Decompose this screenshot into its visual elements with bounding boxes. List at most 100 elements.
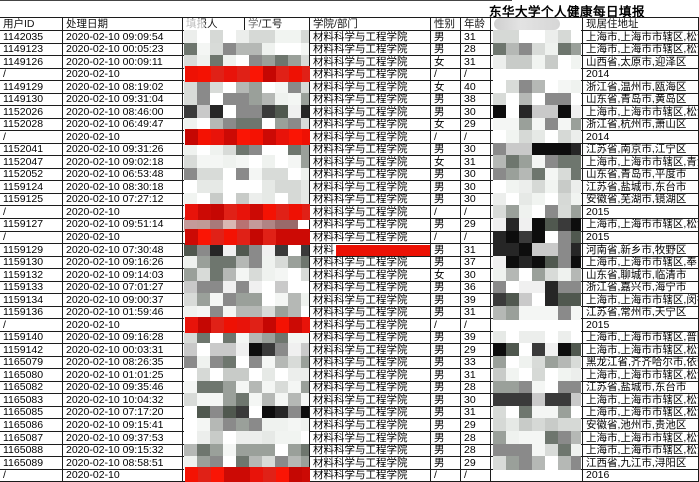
cell-college[interactable]: 材料科学与工程学院: [310, 31, 431, 43]
cell-address[interactable]: 上海市,上海市市辖区,松江: [583, 406, 699, 419]
cell-redacted-column[interactable]: [491, 306, 583, 319]
cell-age[interactable]: 28: [461, 432, 491, 444]
cell-age[interactable]: /: [461, 231, 491, 244]
cell-date[interactable]: 2020-02-10: [63, 231, 183, 244]
cell-staffno-redacted[interactable]: [245, 218, 310, 231]
cell-redacted-column[interactable]: [491, 406, 583, 419]
cell-redacted-column[interactable]: [491, 68, 583, 81]
cell-date[interactable]: 2020-02-10 01:59:46: [63, 306, 183, 319]
cell-date[interactable]: 2020-02-10 09:35:46: [63, 381, 183, 394]
cell-college[interactable]: 材料科学与工程学院: [310, 356, 431, 369]
cell-user-id[interactable]: 1165080: [0, 369, 63, 381]
cell-user-id[interactable]: 1159133: [0, 281, 63, 294]
cell-redacted-column[interactable]: [491, 469, 583, 482]
cell-address[interactable]: 河南省,新乡市,牧野区: [583, 244, 699, 256]
cell-date[interactable]: 2020-02-10 09:31:26: [63, 143, 183, 156]
cell-staffno-redacted[interactable]: [245, 256, 310, 269]
cell-age[interactable]: 37: [461, 256, 491, 269]
cell-address[interactable]: 上海市,上海市市辖区,奉贤: [583, 256, 699, 269]
cell-age[interactable]: 31: [461, 244, 491, 256]
cell-address[interactable]: 浙江省,嘉兴市,海宁市: [583, 281, 699, 294]
cell-address[interactable]: 上海市,上海市市辖区,闵行: [583, 294, 699, 306]
cell-gender[interactable]: 男: [431, 181, 461, 193]
cell-redacted-column[interactable]: [491, 444, 583, 457]
cell-age[interactable]: 31: [461, 56, 491, 68]
cell-date[interactable]: 2020-02-10: [63, 131, 183, 143]
cell-gender[interactable]: /: [431, 68, 461, 81]
cell-staffno-redacted[interactable]: [245, 444, 310, 457]
cell-college[interactable]: 材料科学与工程学院: [310, 344, 431, 356]
cell-redacted-column[interactable]: [491, 181, 583, 193]
cell-college[interactable]: 材料科学与工程学院: [310, 269, 431, 281]
cell-staffno-redacted[interactable]: [245, 381, 310, 394]
cell-redacted-column[interactable]: [491, 356, 583, 369]
cell-staffno-redacted[interactable]: [245, 344, 310, 356]
header-college[interactable]: 学院/部门: [310, 18, 431, 30]
cell-age[interactable]: 30: [461, 143, 491, 156]
cell-date[interactable]: 2020-02-10: [63, 319, 183, 331]
cell-gender[interactable]: 男: [431, 344, 461, 356]
cell-date[interactable]: 2020-02-10 07:30:48: [63, 244, 183, 256]
cell-address[interactable]: 2014: [583, 68, 699, 81]
cell-redacted-column[interactable]: [491, 281, 583, 294]
cell-redacted-column[interactable]: [491, 56, 583, 68]
cell-age[interactable]: 29: [461, 419, 491, 431]
cell-gender[interactable]: 男: [431, 406, 461, 419]
header-date[interactable]: 处理日期: [63, 18, 183, 30]
cell-gender[interactable]: /: [431, 206, 461, 218]
cell-user-id[interactable]: 1149123: [0, 43, 63, 56]
cell-date[interactable]: 2020-02-10 07:17:20: [63, 406, 183, 419]
cell-user-id[interactable]: 1165088: [0, 444, 63, 457]
cell-college[interactable]: 材料: [310, 244, 431, 256]
cell-redacted-column[interactable]: [491, 244, 583, 256]
cell-user-id[interactable]: /: [0, 68, 63, 81]
cell-gender[interactable]: 男: [431, 444, 461, 457]
cell-date[interactable]: 2020-02-10 00:03:31: [63, 344, 183, 356]
cell-gender[interactable]: 男: [431, 244, 461, 256]
cell-gender[interactable]: 女: [431, 269, 461, 281]
cell-age[interactable]: 40: [461, 81, 491, 93]
cell-date[interactable]: 2020-02-10 09:51:14: [63, 218, 183, 231]
cell-age[interactable]: 30: [461, 193, 491, 206]
cell-address[interactable]: 上海市,上海市市辖区,松江: [583, 344, 699, 356]
cell-gender[interactable]: 男: [431, 218, 461, 231]
cell-college[interactable]: 材料科学与工程学院: [310, 218, 431, 231]
cell-college[interactable]: 材料科学与工程学院: [310, 256, 431, 269]
cell-date[interactable]: 2020-02-10 09:15:41: [63, 419, 183, 431]
cell-user-id[interactable]: /: [0, 231, 63, 244]
cell-gender[interactable]: 男: [431, 256, 461, 269]
cell-address[interactable]: 山东省,青岛市,黄岛区: [583, 93, 699, 106]
cell-college[interactable]: 材料科学与工程学院: [310, 56, 431, 68]
cell-address[interactable]: 江苏省,盐城市,东台市: [583, 181, 699, 193]
cell-redacted-column[interactable]: [491, 93, 583, 106]
cell-age[interactable]: 31: [461, 406, 491, 419]
cell-user-id[interactable]: 1149129: [0, 81, 63, 93]
cell-redacted-column[interactable]: [491, 193, 583, 206]
cell-staffno-redacted[interactable]: [245, 457, 310, 469]
cell-redacted-column[interactable]: [491, 432, 583, 444]
cell-age[interactable]: 38: [461, 93, 491, 106]
cell-college[interactable]: 材料科学与工程学院: [310, 118, 431, 131]
cell-address[interactable]: 浙江省,温州市,瓯海区: [583, 81, 699, 93]
cell-gender[interactable]: 男: [431, 193, 461, 206]
cell-user-id[interactable]: 1159142: [0, 344, 63, 356]
cell-gender[interactable]: 男: [431, 331, 461, 344]
cell-gender[interactable]: /: [431, 131, 461, 143]
cell-user-id[interactable]: /: [0, 206, 63, 218]
cell-address[interactable]: 2014: [583, 131, 699, 143]
cell-staffno-redacted[interactable]: [245, 432, 310, 444]
cell-date[interactable]: 2020-02-10 09:09:54: [63, 31, 183, 43]
cell-address[interactable]: 山西省,太原市,迎泽区: [583, 56, 699, 68]
cell-user-id[interactable]: 1165086: [0, 419, 63, 431]
cell-redacted-column[interactable]: [491, 419, 583, 431]
cell-redacted-column[interactable]: [491, 106, 583, 118]
header-staff-no[interactable]: 学/工号: [245, 18, 310, 30]
cell-gender[interactable]: 女: [431, 118, 461, 131]
cell-date[interactable]: 2020-02-10 00:09:11: [63, 56, 183, 68]
cell-college[interactable]: 材料科学与工程学院: [310, 68, 431, 81]
cell-date[interactable]: 2020-02-10 08:19:02: [63, 81, 183, 93]
cell-address[interactable]: 2015: [583, 319, 699, 331]
cell-staffno-redacted[interactable]: [245, 294, 310, 306]
cell-age[interactable]: 31: [461, 369, 491, 381]
cell-age[interactable]: 29: [461, 218, 491, 231]
